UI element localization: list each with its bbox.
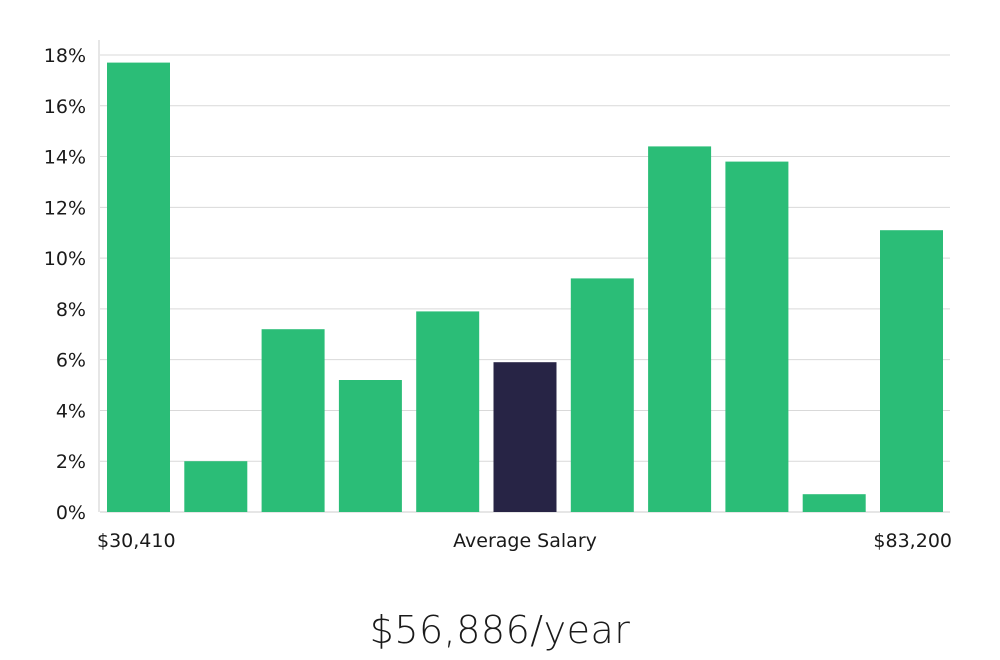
bar [107, 62, 170, 512]
y-tick-label: 8% [56, 299, 86, 321]
y-tick-label: 14% [44, 147, 86, 169]
y-tick-label: 10% [44, 248, 86, 270]
bar [338, 380, 402, 512]
x-max-label: $83,200 [873, 530, 952, 552]
bar [184, 461, 248, 512]
bar [570, 278, 634, 512]
y-tick-label: 12% [44, 197, 86, 219]
y-tick-label: 0% [56, 502, 86, 524]
x-min-label: $30,410 [97, 530, 176, 552]
average-salary-headline: $56,886/year [369, 608, 631, 652]
y-tick-label: 6% [56, 350, 86, 372]
y-tick-label: 4% [56, 400, 86, 422]
y-tick-labels: 0% 2% 4% 6% 8% 10% 12% 14% 16% 18% [44, 45, 86, 524]
y-tick-label: 16% [44, 96, 86, 118]
salary-distribution-chart: 0% 2% 4% 6% 8% 10% 12% 14% 16% 18% $30,410 Averag… [44, 40, 952, 552]
bar-highlight [493, 362, 557, 512]
x-axis-label: Average Salary [453, 530, 597, 552]
bar [261, 329, 325, 512]
bar [648, 146, 712, 512]
bar [416, 311, 480, 512]
bar [880, 230, 943, 512]
y-tick-label: 2% [56, 451, 86, 473]
bar [802, 494, 866, 512]
y-tick-label: 18% [44, 45, 86, 67]
bar [725, 161, 789, 512]
bars [107, 62, 943, 512]
